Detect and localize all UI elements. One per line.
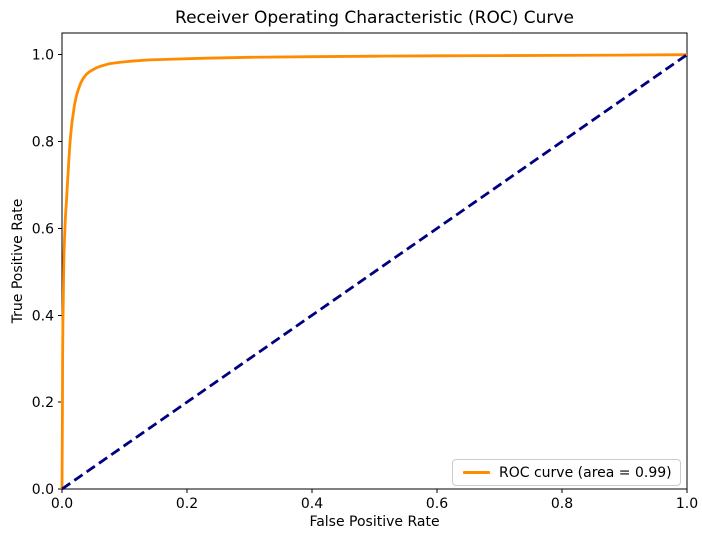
y-tick-label: 1.0 [32,48,54,64]
series-chance-diagonal [61,53,688,491]
series-roc-curve [60,53,688,490]
legend-entry-label: ROC curve (area = 0.99) [499,464,672,481]
y-tick-label: 0.6 [32,221,54,237]
y-tick-label: 0.4 [32,308,54,324]
x-tick-label: 0.4 [301,496,323,512]
legend-line-swatch [463,471,490,474]
chart-title: Receiver Operating Characteristic (ROC) … [175,8,574,28]
legend-box: ROC curve (area = 0.99) [452,459,681,486]
y-tick-label: 0.2 [32,395,54,411]
y-axis-label: True Positive Rate [10,198,26,324]
x-tick-label: 0.8 [551,496,573,512]
y-tick-label: 0.8 [32,135,54,151]
axes-frame [61,32,688,490]
x-tick-label: 0.0 [51,496,73,512]
x-tick-label: 0.6 [426,496,448,512]
y-tick-label: 0.0 [32,482,54,498]
x-tick-label: 0.2 [176,496,198,512]
x-tick-label: 1.0 [676,496,698,512]
x-axis-label: False Positive Rate [309,514,440,530]
